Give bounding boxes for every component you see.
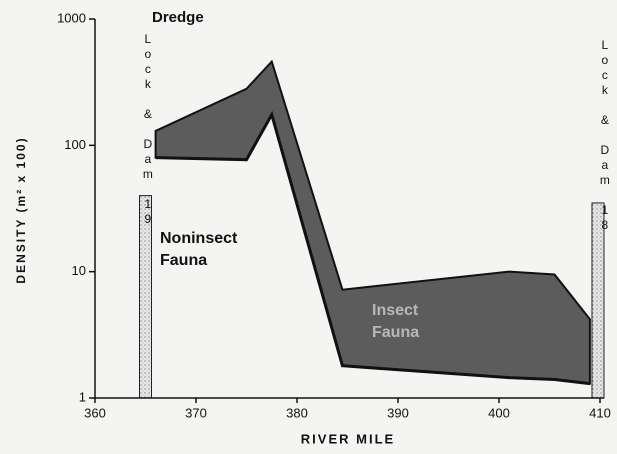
dam-label: Lock & Dam 18: [598, 38, 612, 233]
y-axis-label: DENSITY (m² x 100): [14, 136, 28, 283]
y-tick-label: 1000: [57, 10, 86, 25]
series-label-text: Insect Fauna: [372, 302, 420, 341]
x-tick-label: 410: [589, 405, 611, 420]
x-tick-label: 370: [185, 405, 207, 420]
y-tick-label: 1: [79, 389, 86, 404]
x-tick-label: 400: [488, 405, 510, 420]
y-tick-label: 100: [64, 137, 86, 152]
x-axis-label: RIVER MILE: [301, 431, 395, 446]
y-tick-label: 10: [72, 263, 86, 278]
x-tick-label: 390: [387, 405, 409, 420]
chart-title: Dredge: [152, 9, 204, 26]
x-tick-label: 360: [84, 405, 106, 420]
noninsect-line: [155, 110, 591, 386]
series-label-text: Noninsect Fauna: [160, 230, 238, 269]
dam-label: Lock & Dam 19: [141, 32, 155, 227]
series-label: Noninsect Fauna: [160, 230, 238, 269]
series-label: Insect Fauna: [372, 302, 420, 341]
x-tick-label: 380: [286, 405, 308, 420]
